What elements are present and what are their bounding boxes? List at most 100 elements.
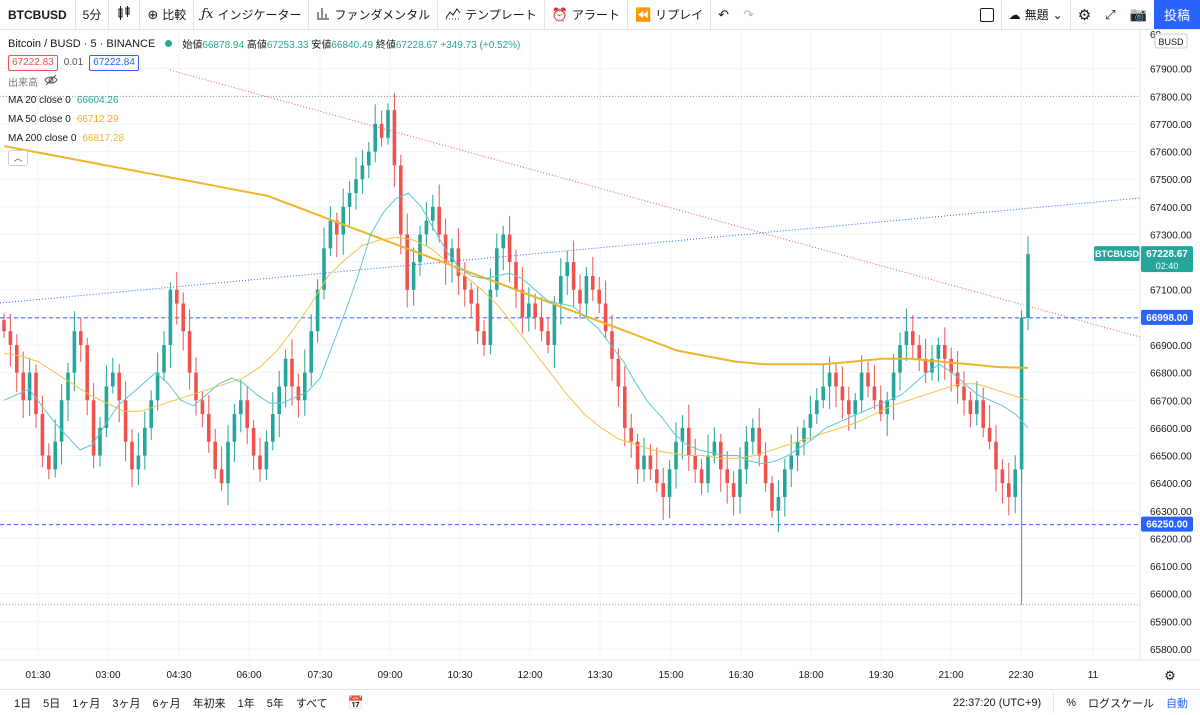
candle-body [591,275,595,290]
candle [437,184,441,243]
layout-toggle-button[interactable] [973,0,1001,29]
fullscreen-button[interactable]: ⤢ [1098,0,1122,29]
price-tick-label: 66400.00 [1150,479,1192,490]
alert-button[interactable]: ⏰ アラート [545,0,627,29]
replay-button[interactable]: ⏪ リプレイ [628,0,710,29]
candle-body [821,386,825,401]
range-button[interactable]: 3ヶ月 [112,697,141,710]
candle [1000,459,1005,504]
candle [789,434,793,488]
candle [239,379,243,433]
range-button[interactable]: 1日 [14,697,32,710]
redo-button[interactable]: ↷ [736,0,761,29]
candle [674,422,678,489]
candle-body [450,248,454,263]
percent-scale-button[interactable]: % [1066,696,1076,709]
candle [603,280,608,339]
candle-body [85,345,89,401]
toolbar-divider [437,0,439,29]
auto-scale-button[interactable]: 自動 [1166,697,1188,710]
candle-body [847,400,851,415]
candle [648,443,653,480]
chart-type-button[interactable] [109,0,139,29]
log-scale-button[interactable]: ログスケール [1088,697,1154,710]
candle [642,437,646,482]
candle [469,282,473,319]
currency-label: BUSD [1158,37,1184,47]
compare-button[interactable]: ⊕ 比較 [140,0,193,29]
candle-body [904,331,909,345]
price-tick-label: 66700.00 [1150,396,1192,407]
candle [98,416,102,467]
time-tick-label: 15:00 [658,670,683,681]
symbol-search-button[interactable]: BTCBUSD [8,7,67,22]
undo-button[interactable]: ↶ [711,0,736,29]
toolbar-divider [1069,0,1071,29]
candle [207,395,211,454]
price-tick-label: 66500.00 [1150,452,1192,463]
ma20-row[interactable]: MA 20 close 0 66604.26 [8,91,520,110]
range-button[interactable]: 1ヶ月 [72,697,101,710]
range-button[interactable]: すべて [295,697,328,710]
time-tick-label: 18:00 [798,670,823,681]
ma200-row[interactable]: MA 200 close 0 66817.28 [8,129,520,148]
candle [1007,462,1011,516]
hline-price-tag [1141,516,1193,532]
sell-price-box[interactable]: 67222.83 [8,54,58,71]
time-tick-label: 10:30 [447,670,472,681]
time-tick-label: 12:00 [517,670,542,681]
time-tick-label: 01:30 [25,670,50,681]
market-status-dot [165,40,173,47]
candle [136,432,141,486]
candle [130,429,134,488]
candle [34,364,38,428]
date-range-icon[interactable]: 📅 [347,694,364,710]
template-icon [445,6,461,23]
eye-hidden-icon[interactable] [44,74,58,89]
range-button[interactable]: 5年 [266,697,284,710]
candle-body [290,358,294,387]
candle-body [955,372,960,387]
chart-grid [0,30,1140,660]
candle [866,361,870,398]
range-button[interactable]: 1年 [237,697,255,710]
ma50-row[interactable]: MA 50 close 0 66712.29 [8,110,520,129]
buy-price-box[interactable]: 67222.84 [89,54,139,71]
candle [200,391,205,428]
level-lines [0,95,1140,606]
candle-body [111,372,115,387]
range-button[interactable]: 5日 [43,697,61,710]
post-button[interactable]: 投稿 [1154,0,1200,29]
candle [962,371,966,416]
price-chart[interactable]: 65800.00 65900.00 66000.00 66100.00 66200.00… [0,30,1200,690]
symbol-title[interactable]: Bitcoin / BUSD · 5 · BINANCE [8,37,156,50]
price-tick-label: 66600.00 [1150,424,1192,435]
candle [386,103,390,145]
settings-button[interactable]: ⚙ [1071,0,1098,29]
range-button[interactable]: 年初来 [192,697,226,710]
time-tick-label: 16:30 [728,670,753,681]
fundamentals-button[interactable]: ファンダメンタル [309,0,437,29]
candle [578,274,582,319]
candle [565,250,569,295]
candle-body [507,234,512,263]
time-tick-label: 03:00 [95,670,120,681]
candle-body [258,455,262,470]
candle-body [226,441,230,484]
range-button[interactable]: 6ヶ月 [152,697,181,710]
candle-body [123,400,128,442]
screenshot-button[interactable]: 📷 [1123,0,1154,29]
candle-body [239,400,243,415]
candle-body [994,441,998,470]
candle-body [827,372,832,387]
candle-body [175,289,179,304]
clock-display[interactable]: 22:37:20 (UTC+9) [952,696,1042,709]
candle-body [578,289,582,304]
indicators-button[interactable]: ƒx インジケーター [194,0,308,29]
function-icon: ƒx [201,7,214,22]
time-tick-label: 13:30 [587,670,612,681]
templates-button[interactable]: テンプレート [438,0,544,29]
interval-button[interactable]: 5分 [82,8,102,22]
legend-collapse-button[interactable]: ︿ [8,150,28,166]
layout-name-button[interactable]: ☁ 無題 ⌄ [1002,0,1070,29]
